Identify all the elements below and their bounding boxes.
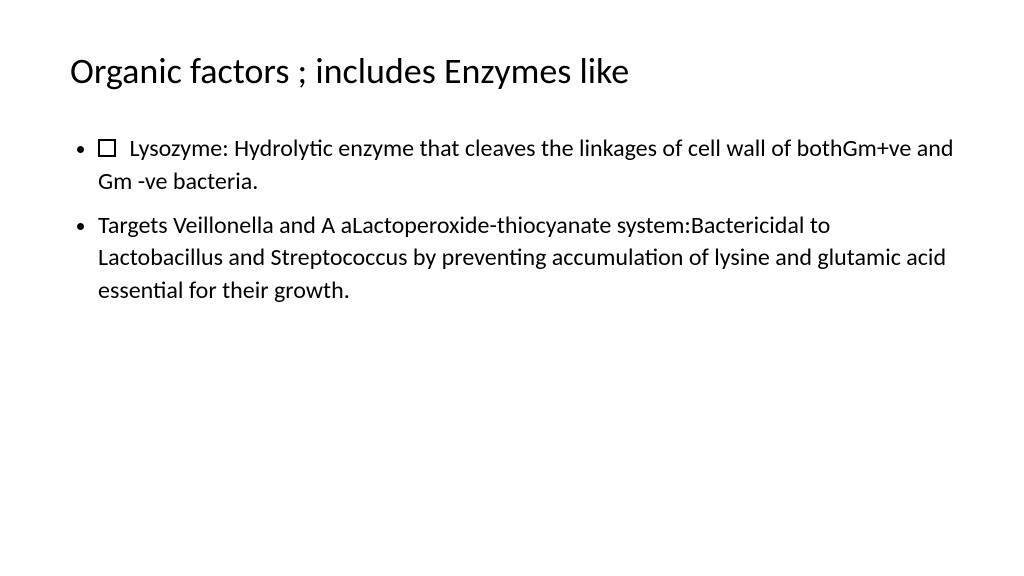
slide-title: Organic factors ; includes Enzymes like [70,50,954,93]
bullet-text: Targets Veillonella and A aLactoperoxide… [98,211,946,305]
bullet-text: Lysozyme: Hydrolytic enzyme that cleaves… [98,134,953,195]
bullet-list: Lysozyme: Hydrolytic enzyme that cleaves… [70,133,954,307]
square-bullet-icon [98,139,116,157]
slide-container: Organic factors ; includes Enzymes like … [0,0,1024,576]
list-item: Lysozyme: Hydrolytic enzyme that cleaves… [98,133,954,198]
list-item: Targets Veillonella and A aLactoperoxide… [98,210,954,307]
